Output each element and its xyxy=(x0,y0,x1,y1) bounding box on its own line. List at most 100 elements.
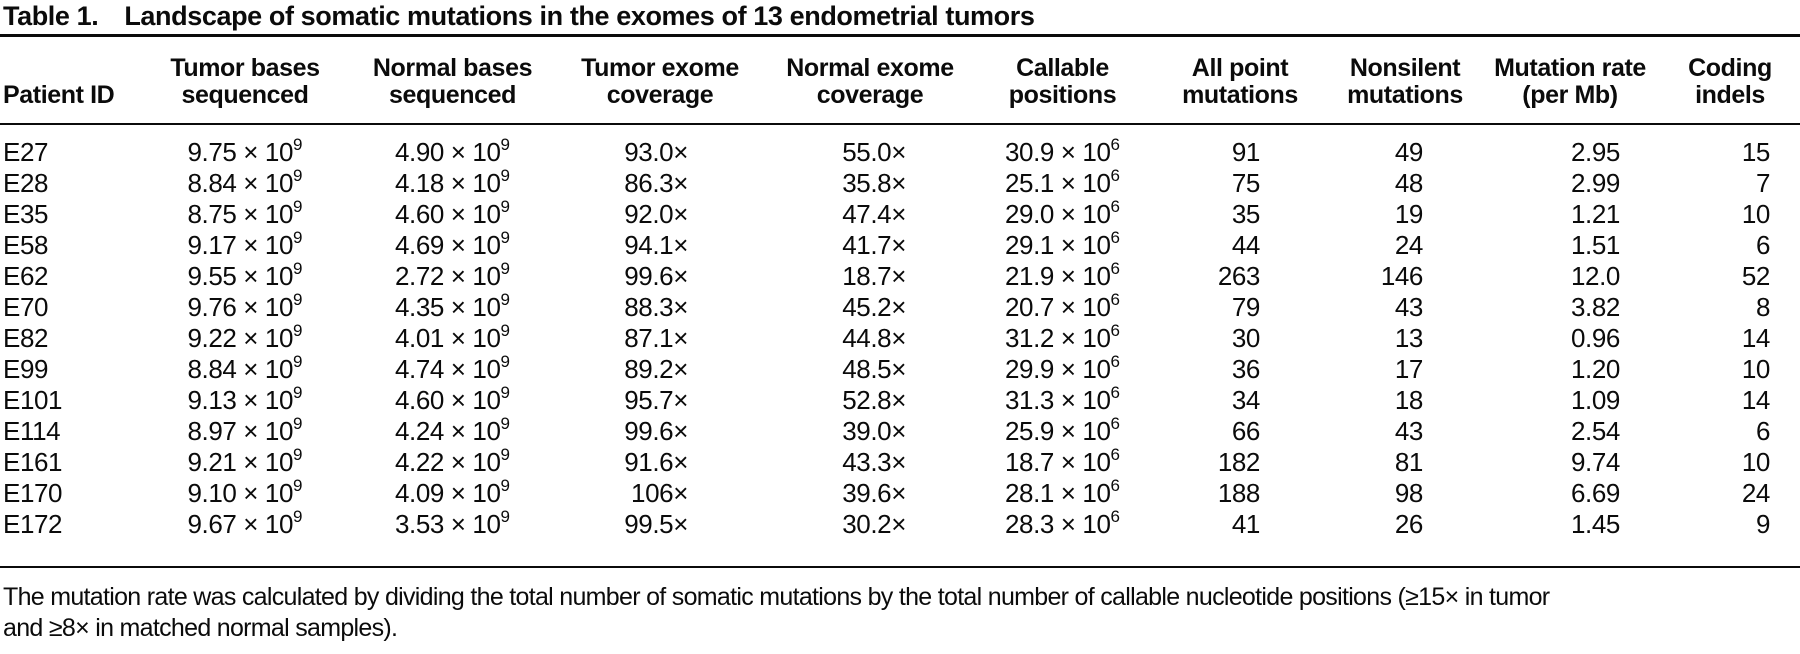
normal-bases-value: 4.09 × 10 xyxy=(394,478,501,508)
patient-id-cell: E27 xyxy=(3,137,49,167)
column-header-tumor-bases: Tumor bases sequenced xyxy=(140,37,350,124)
normal-bases-value: 4.69 × 10 xyxy=(394,230,501,260)
tumor-bases-value: 9.67 × 10 xyxy=(187,509,294,539)
callable-positions-cell: 28.1 × 106 xyxy=(975,477,1150,509)
callable-positions-cell: 25.1 × 106 xyxy=(975,166,1150,199)
patient-id-cell: E114 xyxy=(3,416,61,446)
callable-positions-exponent: 6 xyxy=(1110,166,1121,186)
normal-bases-cell: 4.35 × 109 xyxy=(350,290,555,323)
patient-id-cell: E35 xyxy=(3,199,49,229)
patient-id-cell: E161 xyxy=(3,447,63,477)
callable-positions-exponent: 6 xyxy=(1110,197,1121,217)
column-header-line: Coding xyxy=(1688,54,1772,82)
normal-coverage-cell: 48.5× xyxy=(842,354,906,384)
coding-indels-cell: 15 xyxy=(1741,137,1771,167)
column-header-line: Nonsilent xyxy=(1349,54,1461,82)
mutation-rate-cell: 2.54 xyxy=(1570,416,1620,446)
callable-positions-cell: 29.0 × 106 xyxy=(975,197,1150,230)
column-header-line: coverage xyxy=(606,81,714,109)
column-header-line: sequenced xyxy=(388,81,516,109)
normal-bases-exponent: 9 xyxy=(500,290,511,310)
table-caption: Landscape of somatic mutations in the ex… xyxy=(124,1,1035,31)
column-header-line: mutations xyxy=(1347,81,1463,109)
callable-positions-cell: 29.9 × 106 xyxy=(975,353,1150,385)
callable-positions-value: 18.7 × 10 xyxy=(1004,447,1111,477)
patient-id-cell: E101 xyxy=(3,385,63,415)
normal-bases-cell: 4.60 × 109 xyxy=(350,384,555,416)
tumor-coverage-cell: 91.6× xyxy=(624,447,688,477)
column-header-all-point: All point mutations xyxy=(1150,37,1330,124)
normal-bases-exponent: 9 xyxy=(500,228,511,248)
column-header-line: Tumor bases xyxy=(170,54,320,82)
normal-bases-exponent: 9 xyxy=(500,321,511,341)
all-point-mutations-cell: 91 xyxy=(1231,137,1261,167)
tumor-bases-exponent: 9 xyxy=(293,507,303,527)
normal-bases-value: 2.72 × 10 xyxy=(394,261,501,291)
table-row: E27 9.75 × 109 4.90 × 109 93.0× 55.0× 30… xyxy=(0,124,1800,168)
callable-positions-cell: 20.7 × 106 xyxy=(975,291,1150,323)
normal-bases-value: 4.74 × 10 xyxy=(394,354,501,384)
normal-coverage-cell: 41.7× xyxy=(842,230,906,260)
callable-positions-value: 29.9 × 10 xyxy=(1004,354,1111,384)
normal-coverage-cell: 55.0× xyxy=(842,137,906,167)
column-header-patient-id: Patient ID xyxy=(0,37,140,124)
normal-coverage-cell: 47.4× xyxy=(842,199,906,229)
tumor-bases-cell: 9.76 × 109 xyxy=(140,291,350,323)
tumor-bases-exponent: 9 xyxy=(293,135,303,155)
tumor-coverage-cell: 93.0× xyxy=(624,137,688,167)
normal-bases-exponent: 9 xyxy=(500,476,511,496)
callable-positions-exponent: 6 xyxy=(1110,135,1121,155)
callable-positions-cell: 29.1 × 106 xyxy=(975,229,1150,261)
callable-positions-value: 25.1 × 10 xyxy=(1004,168,1111,198)
all-point-mutations-cell: 36 xyxy=(1231,354,1261,384)
patient-id-cell: E28 xyxy=(3,168,49,198)
tumor-bases-cell: 9.21 × 109 xyxy=(140,446,350,478)
all-point-mutations-cell: 79 xyxy=(1231,292,1261,322)
normal-coverage-cell: 39.0× xyxy=(842,416,906,446)
mutation-rate-cell: 0.96 xyxy=(1570,323,1620,353)
nonsilent-mutations-cell: 19 xyxy=(1394,199,1424,229)
column-header-line: Normal exome xyxy=(786,54,954,82)
callable-positions-value: 28.1 × 10 xyxy=(1004,478,1111,508)
tumor-bases-cell: 8.84 × 109 xyxy=(140,353,350,385)
column-header-line: (per Mb) xyxy=(1522,81,1618,109)
tumor-bases-value: 8.84 × 10 xyxy=(187,354,294,384)
all-point-mutations-cell: 44 xyxy=(1231,230,1261,260)
callable-positions-cell: 30.9 × 106 xyxy=(975,124,1150,168)
tumor-bases-value: 9.55 × 10 xyxy=(187,261,294,291)
nonsilent-mutations-cell: 43 xyxy=(1394,292,1424,322)
normal-coverage-cell: 35.8× xyxy=(842,168,906,198)
table-row: E99 8.84 × 109 4.74 × 109 89.2× 48.5× 29… xyxy=(0,353,1800,385)
coding-indels-cell: 6 xyxy=(1755,230,1770,260)
table-row: E35 8.75 × 109 4.60 × 109 92.0× 47.4× 29… xyxy=(0,197,1800,230)
mutation-rate-cell: 9.74 xyxy=(1570,447,1620,477)
normal-bases-cell: 4.22 × 109 xyxy=(350,446,555,478)
tumor-bases-cell: 8.97 × 109 xyxy=(140,415,350,447)
callable-positions-value: 28.3 × 10 xyxy=(1004,509,1111,539)
normal-bases-cell: 4.90 × 109 xyxy=(350,124,555,168)
callable-positions-exponent: 6 xyxy=(1110,507,1121,527)
coding-indels-cell: 8 xyxy=(1755,292,1770,322)
callable-positions-value: 29.0 × 10 xyxy=(1004,199,1111,229)
callable-positions-cell: 28.3 × 106 xyxy=(975,507,1150,567)
tumor-bases-value: 8.84 × 10 xyxy=(187,168,294,198)
normal-bases-value: 4.35 × 10 xyxy=(394,292,501,322)
column-header-line: coverage xyxy=(816,81,924,109)
tumor-bases-value: 9.10 × 10 xyxy=(187,478,294,508)
tumor-bases-exponent: 9 xyxy=(293,197,303,217)
callable-positions-cell: 31.3 × 106 xyxy=(975,384,1150,416)
normal-bases-cell: 4.74 × 109 xyxy=(350,353,555,385)
nonsilent-mutations-cell: 146 xyxy=(1380,261,1424,291)
patient-id-cell: E99 xyxy=(3,354,49,384)
tumor-coverage-cell: 95.7× xyxy=(624,385,688,415)
table-row: E101 9.13 × 109 4.60 × 109 95.7× 52.8× 3… xyxy=(0,383,1800,416)
tumor-coverage-cell: 89.2× xyxy=(624,354,688,384)
column-header-callable: Callable positions xyxy=(975,37,1150,124)
all-point-mutations-cell: 182 xyxy=(1217,447,1261,477)
table-row: E82 9.22 × 109 4.01 × 109 87.1× 44.8× 31… xyxy=(0,321,1800,354)
tumor-bases-exponent: 9 xyxy=(293,383,303,403)
normal-bases-exponent: 9 xyxy=(500,166,511,186)
mutation-rate-cell: 1.21 xyxy=(1570,199,1620,229)
tumor-bases-exponent: 9 xyxy=(293,321,303,341)
callable-positions-exponent: 6 xyxy=(1110,321,1121,341)
